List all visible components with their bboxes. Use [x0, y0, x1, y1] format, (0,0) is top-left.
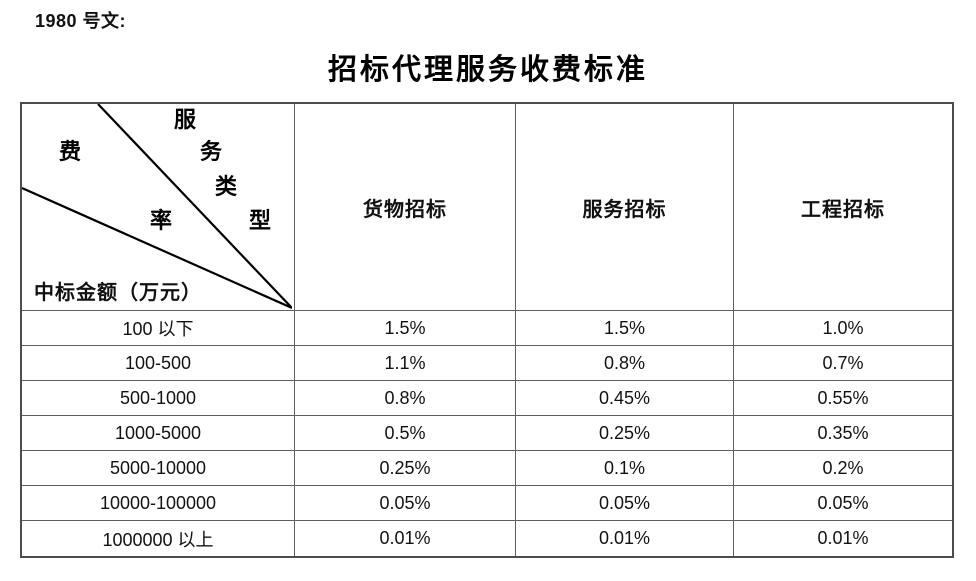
fee-value: 0.05%	[516, 486, 734, 521]
fee-value: 0.8%	[295, 381, 516, 416]
column-header-services: 服务招标	[516, 104, 734, 311]
fee-value: 0.01%	[295, 521, 516, 556]
corner-header-cell: 服 务 类 型 费 率 中标金额（万元）	[22, 104, 295, 311]
row-range: 100 以下	[22, 311, 295, 346]
fee-value: 0.05%	[295, 486, 516, 521]
fee-value: 0.5%	[295, 416, 516, 451]
fee-value: 0.2%	[734, 451, 952, 486]
fee-value: 0.35%	[734, 416, 952, 451]
fee-table: 服 务 类 型 费 率 中标金额（万元） 货物招标 服务招标 工程招标 100 …	[20, 102, 954, 558]
fee-value: 0.05%	[734, 486, 952, 521]
fee-value: 0.7%	[734, 346, 952, 381]
column-header-goods: 货物招标	[295, 104, 516, 311]
fee-value: 1.5%	[516, 311, 734, 346]
row-range: 500-1000	[22, 381, 295, 416]
page-title: 招标代理服务收费标准	[327, 54, 648, 86]
corner-service-type-char: 服	[174, 107, 197, 132]
corner-amount-label: 中标金额（万元）	[34, 282, 202, 304]
row-range: 100-500	[22, 346, 295, 381]
fee-value: 1.5%	[295, 311, 516, 346]
fee-value: 0.01%	[817, 528, 869, 548]
fee-value: 0.55%	[734, 381, 952, 416]
row-range: 10000-100000	[22, 486, 295, 521]
fee-value: 0.1%	[516, 451, 734, 486]
corner-fee-rate-char: 费	[59, 139, 82, 164]
row-range: 1000-5000	[22, 416, 295, 451]
column-header-engineering: 工程招标	[734, 104, 952, 311]
fee-value: 0.01%	[516, 521, 734, 556]
fee-value: 0.45%	[516, 381, 734, 416]
corner-fee-rate-char: 率	[150, 208, 173, 233]
fee-value: 0.8%	[516, 346, 734, 381]
corner-service-type-char: 类	[215, 174, 238, 199]
fee-value: 0.25%	[516, 416, 734, 451]
doc-number: 1980 号文:	[35, 11, 127, 31]
row-range: 1000000 以上	[22, 521, 295, 556]
fee-value: 0.25%	[295, 451, 516, 486]
fee-value: 1.1%	[295, 346, 516, 381]
corner-service-type-char: 务	[200, 139, 223, 164]
corner-service-type-char: 型	[249, 208, 272, 233]
fee-value: 1.0%	[734, 311, 952, 346]
diagonal-split-lines	[22, 104, 292, 309]
row-range: 5000-10000	[22, 451, 295, 486]
